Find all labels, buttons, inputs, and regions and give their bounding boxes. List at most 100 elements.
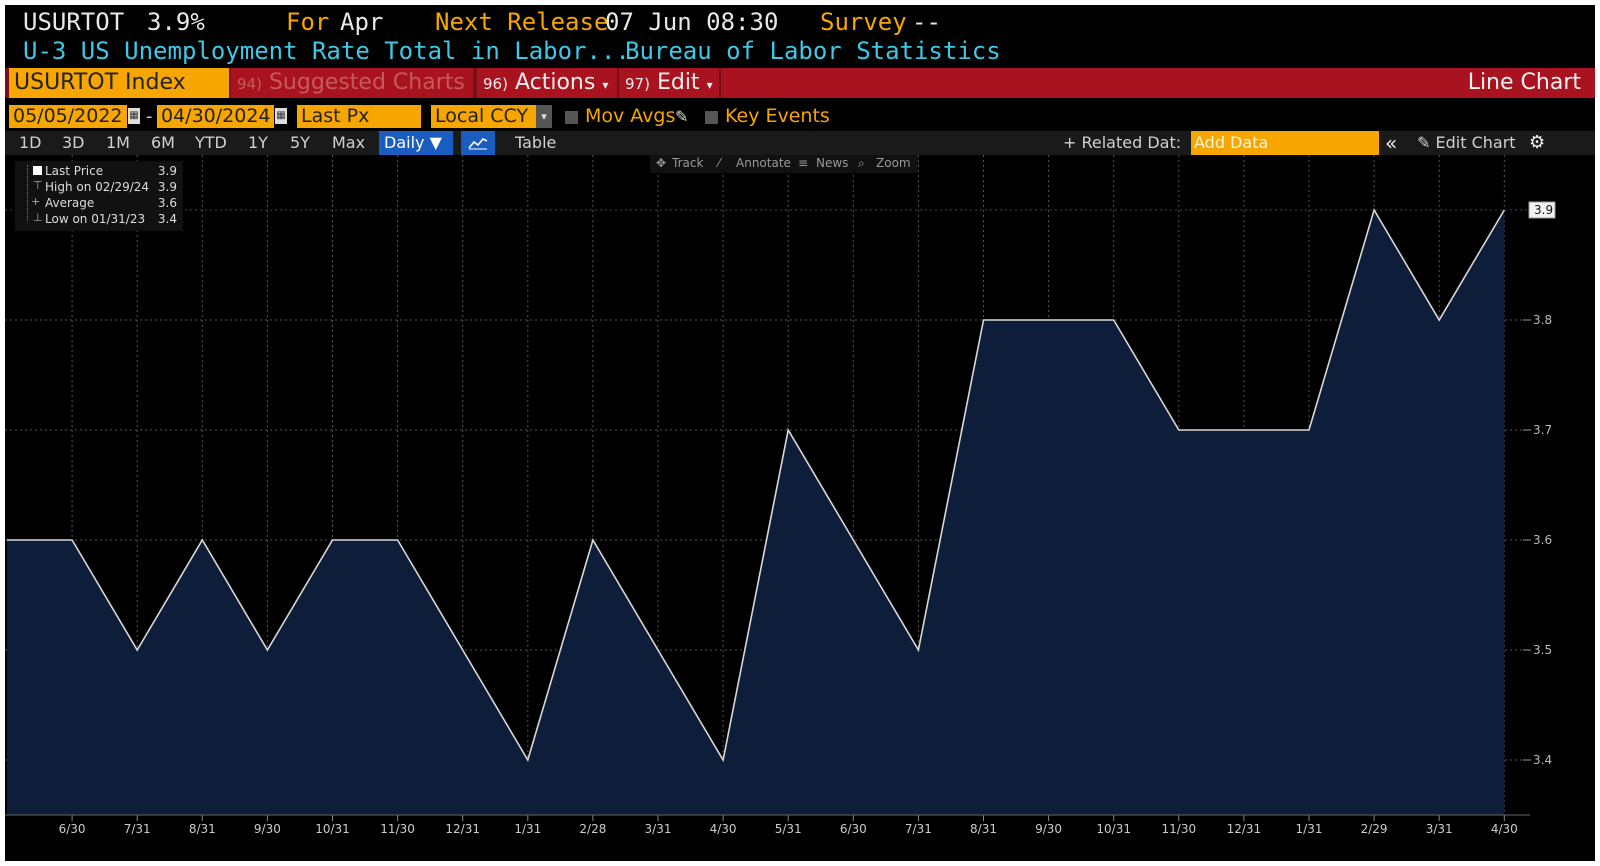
news-button[interactable]: News bbox=[816, 156, 849, 170]
high-marker-icon: ⊤ bbox=[33, 179, 43, 192]
suggested-num: 94) bbox=[237, 75, 262, 93]
add-data-input[interactable]: Add Data bbox=[1191, 131, 1379, 155]
x-tick-label: 5/31 bbox=[775, 822, 802, 836]
data-source: Bureau of Labor Statistics bbox=[625, 37, 1001, 65]
edit-chart-button[interactable]: ✎ Edit Chart bbox=[1417, 131, 1516, 155]
chart-tools: ✥ Track ⁄ Annotate ≡ News ⌕ Zoom bbox=[650, 155, 918, 173]
legend-value: 3.4 bbox=[157, 212, 177, 226]
x-tick-label: 7/31 bbox=[124, 822, 151, 836]
edit-label: Edit bbox=[656, 70, 700, 95]
x-tick-label: 8/31 bbox=[189, 822, 216, 836]
x-axis: 6/30 7/31 8/31 9/30 10/31 11/30 12/31 1/31 2/28 3… bbox=[59, 815, 1518, 836]
x-tick-label: 4/30 bbox=[710, 822, 737, 836]
survey-value: -- bbox=[912, 8, 941, 36]
annotate-button[interactable]: Annotate bbox=[736, 156, 791, 170]
x-tick-label: 2/28 bbox=[579, 822, 606, 836]
command-bar: USURTOT Index 94) Suggested Charts ▾ 96)… bbox=[5, 68, 1595, 123]
edit-num: 97) bbox=[625, 75, 650, 93]
x-tick-label: 1/31 bbox=[514, 822, 541, 836]
price-line bbox=[7, 208, 1505, 763]
line-chart-icon[interactable] bbox=[461, 131, 495, 155]
legend-swatch bbox=[33, 166, 42, 175]
pencil-icon[interactable]: ✎ bbox=[675, 107, 689, 126]
currency-select[interactable]: Local CCY bbox=[431, 105, 536, 128]
next-release-label: Next Release bbox=[435, 8, 609, 36]
x-tick-label: 10/31 bbox=[1096, 822, 1131, 836]
collapse-icon[interactable]: « bbox=[1385, 131, 1398, 155]
key-events-label: Key Events bbox=[725, 105, 830, 127]
x-tick-label: 3/31 bbox=[1426, 822, 1453, 836]
legend-label: High on 02/29/24 bbox=[45, 180, 150, 194]
legend-value: 3.9 bbox=[157, 164, 177, 178]
average-marker-icon: + bbox=[31, 195, 41, 208]
last-value-box bbox=[1528, 201, 1556, 219]
range-max-button[interactable]: Max bbox=[332, 133, 366, 152]
line-chart[interactable]: 3.4 3.5 3.6 3.7 3.8 3.9 6/30 7/31 8/31 9/30 10/31… bbox=[5, 155, 1595, 861]
calendar-icon[interactable]: ▦ bbox=[128, 108, 140, 124]
security-description: U-3 US Unemployment Rate Total in Labor.… bbox=[23, 37, 630, 65]
for-value: Apr bbox=[340, 8, 384, 36]
range-3d-button[interactable]: 3D bbox=[62, 133, 85, 152]
magnifier-icon: ⌕ bbox=[858, 156, 865, 170]
edit-button[interactable]: 97) Edit ▾ bbox=[619, 68, 719, 98]
ticker: USURTOT bbox=[23, 8, 125, 36]
x-tick-label: 12/31 bbox=[445, 822, 480, 836]
table-button[interactable]: Table bbox=[515, 133, 557, 152]
actions-button[interactable]: 96) Actions ▾ bbox=[477, 68, 617, 98]
frequency-label: Daily bbox=[384, 133, 425, 152]
x-tick-label: 9/30 bbox=[254, 822, 281, 836]
x-tick-label: 10/31 bbox=[315, 822, 350, 836]
x-tick-label: 9/30 bbox=[1035, 822, 1062, 836]
security-field[interactable]: USURTOT Index bbox=[9, 68, 229, 98]
start-date-field[interactable]: 05/05/2022 bbox=[9, 105, 127, 128]
range-1m-button[interactable]: 1M bbox=[106, 133, 130, 152]
calendar-icon[interactable]: ▦ bbox=[275, 108, 287, 124]
range-1d-button[interactable]: 1D bbox=[19, 133, 42, 152]
related-data-label: + Related Dat: bbox=[1063, 133, 1182, 152]
mov-avgs-checkbox[interactable] bbox=[565, 111, 578, 124]
legend-label: Low on 01/31/23 bbox=[45, 212, 146, 226]
x-tick-label: 2/29 bbox=[1361, 822, 1388, 836]
last-value: 3.9% bbox=[147, 8, 205, 36]
news-icon: ≡ bbox=[798, 156, 809, 170]
next-release-value: 07 Jun 08:30 bbox=[605, 8, 779, 36]
for-label: For bbox=[286, 8, 330, 36]
y-tick-label: 3.6 bbox=[1533, 533, 1552, 547]
zoom-button[interactable]: Zoom bbox=[876, 156, 911, 170]
x-tick-label: 11/30 bbox=[380, 822, 415, 836]
frequency-dropdown[interactable]: Daily ▼ bbox=[379, 131, 453, 155]
track-button[interactable]: Track bbox=[672, 156, 704, 170]
x-tick-label: 11/30 bbox=[1162, 822, 1197, 836]
survey-label: Survey bbox=[820, 8, 907, 36]
range-1y-button[interactable]: 1Y bbox=[248, 133, 268, 152]
x-tick-label: 7/31 bbox=[905, 822, 932, 836]
legend-value: 3.9 bbox=[157, 180, 177, 194]
range-6m-button[interactable]: 6M bbox=[151, 133, 175, 152]
x-tick-label: 6/30 bbox=[59, 822, 86, 836]
range-ytd-button[interactable]: YTD bbox=[195, 133, 227, 152]
triangle-down-icon: ▼ bbox=[429, 133, 442, 152]
pencil-icon: ⁄ bbox=[718, 156, 721, 170]
end-date-field[interactable]: 04/30/2024 bbox=[157, 105, 274, 128]
actions-label: Actions bbox=[514, 70, 596, 95]
mov-avgs-label: Mov Avgs bbox=[585, 105, 676, 127]
range-5y-button[interactable]: 5Y bbox=[290, 133, 310, 152]
y-tick-label: 3.4 bbox=[1533, 753, 1552, 767]
legend-label: Average bbox=[45, 196, 95, 210]
suggested-charts-button[interactable]: 94) Suggested Charts ▾ bbox=[231, 68, 473, 123]
gear-icon[interactable]: ⚙ bbox=[1529, 132, 1546, 153]
key-events-checkbox[interactable] bbox=[705, 111, 718, 124]
command-bar-fill bbox=[721, 68, 1595, 98]
x-tick-label: 1/31 bbox=[1296, 822, 1323, 836]
y-axis: 3.4 3.5 3.6 3.7 3.8 3.9 bbox=[1523, 201, 1556, 767]
x-tick-label: 12/31 bbox=[1227, 822, 1262, 836]
pencil-icon: ✎ bbox=[1417, 133, 1431, 152]
low-marker-icon: ⊥ bbox=[33, 211, 43, 224]
price-field-select[interactable]: Last Px bbox=[297, 105, 421, 128]
chevron-down-icon: ▾ bbox=[602, 78, 609, 92]
legend-value: 3.6 bbox=[157, 196, 177, 210]
chevron-down-icon[interactable]: ▾ bbox=[536, 105, 552, 128]
date-separator: - bbox=[146, 106, 153, 127]
chevron-down-icon: ▾ bbox=[706, 78, 713, 92]
suggested-label: Suggested Charts bbox=[268, 70, 465, 95]
